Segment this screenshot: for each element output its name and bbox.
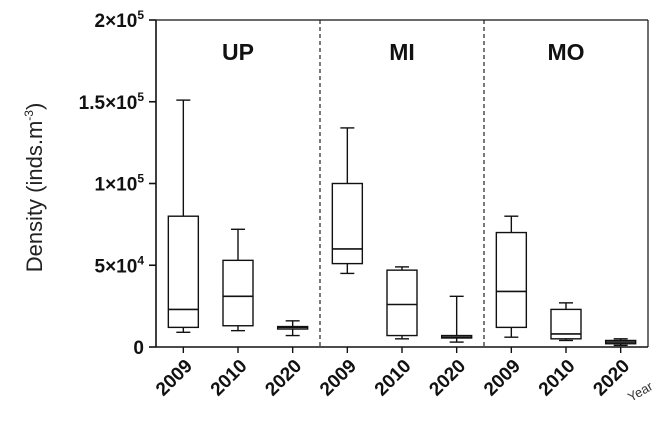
panel-label-mo: MO xyxy=(547,39,584,65)
box-iqr xyxy=(331,182,364,265)
box-iqr xyxy=(167,215,200,329)
x-tick-label: 2010 xyxy=(535,356,580,401)
x-tick-label: 2009 xyxy=(316,356,361,401)
y-tick-label: 1×105 xyxy=(95,172,145,196)
x-tick-label: 2020 xyxy=(425,356,470,401)
box-up-2020 xyxy=(276,320,309,337)
panel-label-up: UP xyxy=(222,39,254,65)
box-iqr xyxy=(222,259,254,327)
box-up-2009 xyxy=(167,99,200,333)
x-tick-label: 2010 xyxy=(207,356,252,401)
y-tick-label: 1.5×105 xyxy=(79,90,145,114)
y-tick-label: 0 xyxy=(133,338,144,359)
box-mi-2010 xyxy=(386,266,418,340)
box-mo-2009 xyxy=(495,215,528,338)
box-mi-2009 xyxy=(331,127,364,275)
y-axis-title: Density (inds.m-3) xyxy=(22,103,47,273)
box-mi-2020 xyxy=(440,295,473,343)
x-tick-label: 2020 xyxy=(261,356,306,401)
y-tick-label: 5×104 xyxy=(95,253,145,277)
panel-label-mi: MI xyxy=(389,39,415,65)
x-axis-title: Year xyxy=(625,378,656,404)
box-iqr xyxy=(386,269,418,337)
x-tick-label: 2009 xyxy=(152,356,197,401)
box-mo-2010 xyxy=(550,302,582,342)
box-up-2010 xyxy=(222,228,254,332)
box-iqr xyxy=(495,231,528,329)
x-tick-label: 2010 xyxy=(371,356,416,401)
x-tick-label: 2009 xyxy=(480,356,525,401)
box-mo-2020 xyxy=(604,338,637,347)
y-tick-label: 2×105 xyxy=(95,8,145,32)
